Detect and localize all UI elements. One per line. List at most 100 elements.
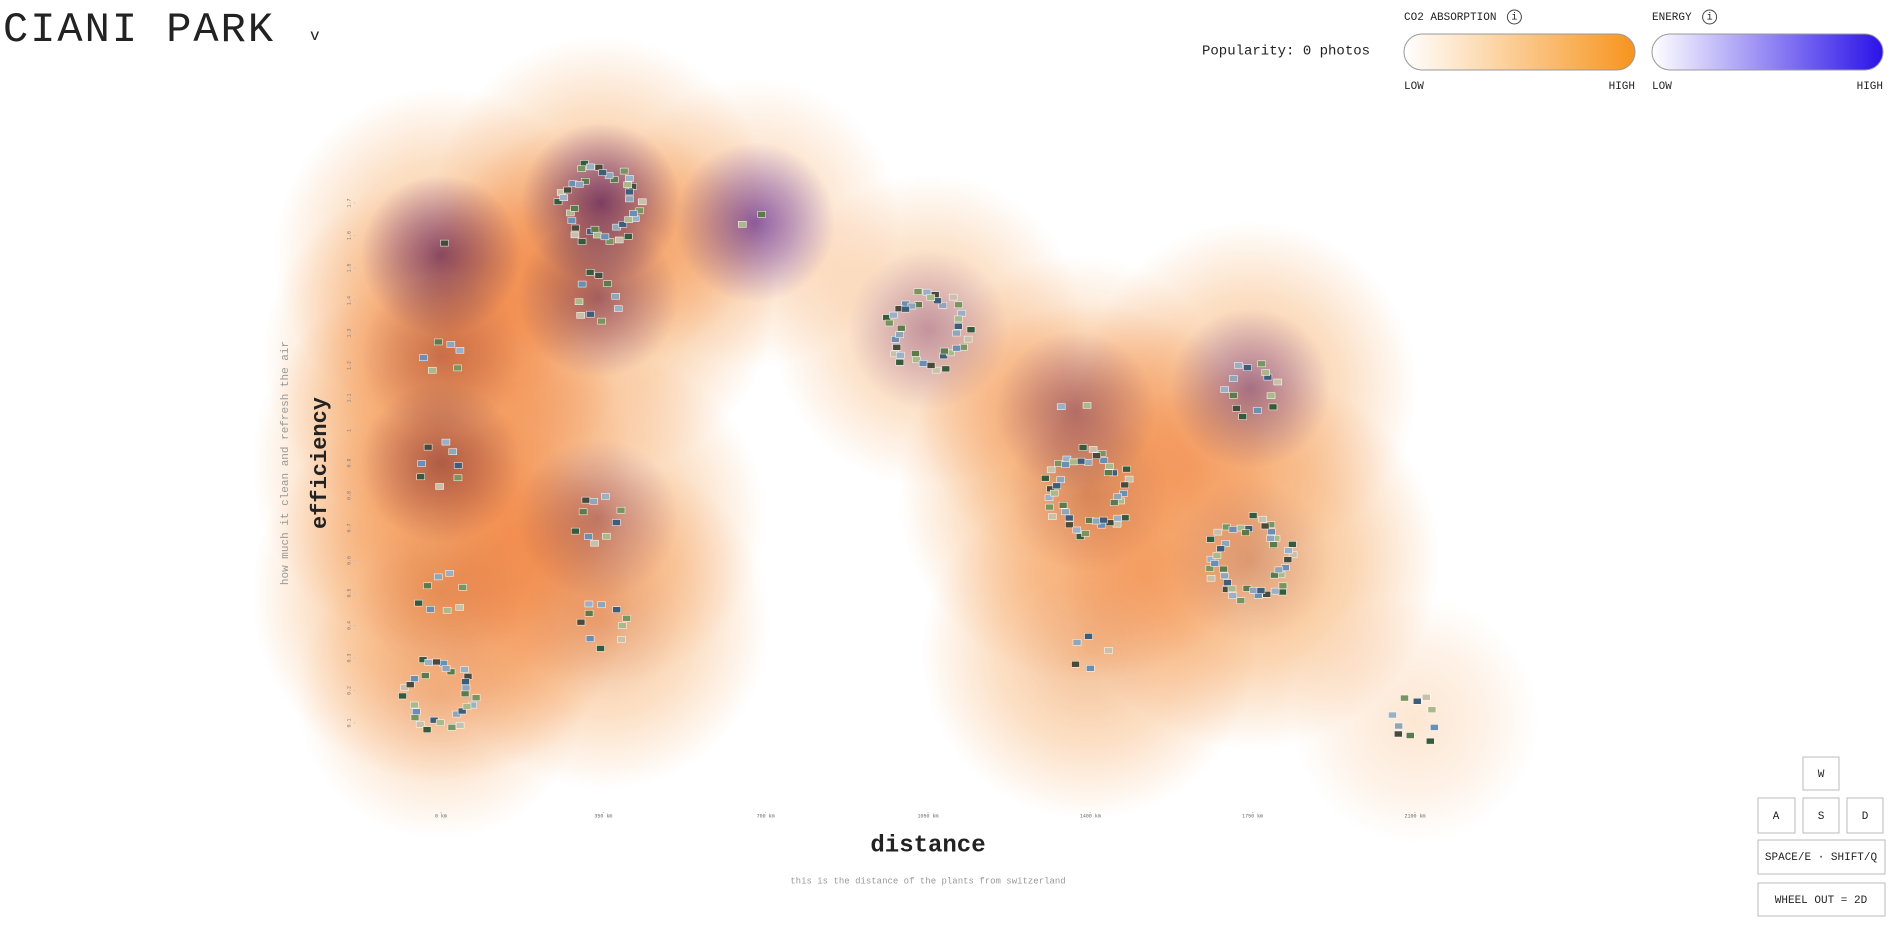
photo-thumb[interactable] xyxy=(1078,444,1088,451)
photo-thumb[interactable] xyxy=(1088,446,1098,453)
photo-thumb[interactable] xyxy=(471,694,481,701)
photo-thumb[interactable] xyxy=(1105,462,1114,470)
photo-thumb[interactable] xyxy=(1092,452,1101,459)
photo-thumb[interactable] xyxy=(435,483,444,490)
photo-thumb[interactable] xyxy=(1045,503,1054,511)
photo-thumb[interactable] xyxy=(448,448,458,455)
photo-thumb[interactable] xyxy=(410,714,420,721)
photo-thumb[interactable] xyxy=(1248,512,1258,519)
photo-thumb[interactable] xyxy=(1206,536,1215,543)
photo-thumb[interactable] xyxy=(585,635,595,642)
photo-thumb[interactable] xyxy=(1104,469,1113,476)
photo-thumb[interactable] xyxy=(422,726,432,733)
photo-thumb[interactable] xyxy=(1258,515,1267,523)
photo-thumb[interactable] xyxy=(1284,547,1293,554)
photo-thumb[interactable] xyxy=(593,231,602,239)
photo-thumb[interactable] xyxy=(594,272,604,279)
photo-thumb[interactable] xyxy=(457,707,467,715)
photo-thumb[interactable] xyxy=(570,231,580,239)
photo-thumb[interactable] xyxy=(1430,724,1439,731)
photo-thumb[interactable] xyxy=(577,238,587,245)
photo-thumb[interactable] xyxy=(895,358,905,366)
photo-thumb[interactable] xyxy=(405,681,415,688)
photo-thumb[interactable] xyxy=(1120,514,1130,522)
photo-thumb[interactable] xyxy=(414,599,423,607)
photo-thumb[interactable] xyxy=(1388,711,1397,719)
photo-thumb[interactable] xyxy=(1113,493,1122,500)
photo-thumb[interactable] xyxy=(571,527,580,535)
key-box[interactable] xyxy=(1757,882,1886,917)
photo-thumb[interactable] xyxy=(1099,516,1108,524)
photo-thumb[interactable] xyxy=(757,211,767,218)
photo-thumb[interactable] xyxy=(1068,458,1078,466)
photo-thumb[interactable] xyxy=(446,341,456,348)
key-box[interactable] xyxy=(1802,756,1840,791)
photo-thumb[interactable] xyxy=(1283,556,1293,563)
photo-thumb[interactable] xyxy=(589,498,599,505)
photo-thumb[interactable] xyxy=(1064,514,1074,522)
photo-thumb[interactable] xyxy=(434,573,443,581)
photo-thumb[interactable] xyxy=(1210,560,1220,567)
photo-thumb[interactable] xyxy=(618,622,627,629)
photo-thumb[interactable] xyxy=(614,236,624,244)
photo-thumb[interactable] xyxy=(412,708,421,715)
photo-thumb[interactable] xyxy=(1048,513,1057,520)
photo-thumb[interactable] xyxy=(931,366,941,374)
photo-thumb[interactable] xyxy=(1092,517,1101,525)
photo-thumb[interactable] xyxy=(1426,737,1435,745)
photo-thumb[interactable] xyxy=(1257,360,1266,368)
photo-thumb[interactable] xyxy=(957,309,967,317)
photo-thumb[interactable] xyxy=(1267,528,1276,536)
photo-thumb[interactable] xyxy=(624,216,633,223)
photo-thumb[interactable] xyxy=(1221,540,1230,547)
photo-thumb[interactable] xyxy=(455,604,464,611)
photo-thumb[interactable] xyxy=(575,180,584,188)
photo-thumb[interactable] xyxy=(619,167,629,175)
photo-thumb[interactable] xyxy=(1212,552,1222,559)
photo-thumb[interactable] xyxy=(1076,457,1086,465)
photo-thumb[interactable] xyxy=(420,672,430,679)
photo-thumb[interactable] xyxy=(612,606,621,613)
photo-thumb[interactable] xyxy=(912,356,921,364)
photo-thumb[interactable] xyxy=(1113,514,1122,522)
photo-thumb[interactable] xyxy=(426,606,435,613)
photo-thumb[interactable] xyxy=(1052,482,1062,490)
photo-thumb[interactable] xyxy=(600,233,610,241)
photo-thumb[interactable] xyxy=(563,186,572,194)
photo-thumb[interactable] xyxy=(618,220,628,228)
photo-thumb[interactable] xyxy=(1266,392,1276,399)
photo-thumb[interactable] xyxy=(1262,590,1271,598)
photo-thumb[interactable] xyxy=(442,607,452,614)
info-icon[interactable] xyxy=(1702,9,1718,25)
photo-thumb[interactable] xyxy=(1243,364,1252,371)
photo-thumb[interactable] xyxy=(926,362,936,369)
photo-thumb[interactable] xyxy=(1213,528,1223,536)
photo-thumb[interactable] xyxy=(460,666,469,673)
photo-thumb[interactable] xyxy=(1256,587,1266,594)
photo-thumb[interactable] xyxy=(1056,403,1066,410)
photo-thumb[interactable] xyxy=(553,198,563,206)
photo-thumb[interactable] xyxy=(1234,362,1243,369)
photo-thumb[interactable] xyxy=(603,280,612,287)
photo-thumb[interactable] xyxy=(581,496,591,504)
photo-thumb[interactable] xyxy=(433,338,443,346)
photo-thumb[interactable] xyxy=(1083,458,1093,466)
photo-thumb[interactable] xyxy=(424,659,433,666)
photo-thumb[interactable] xyxy=(1220,386,1229,393)
photo-thumb[interactable] xyxy=(911,350,920,357)
photo-thumb[interactable] xyxy=(441,665,451,672)
photo-thumb[interactable] xyxy=(1044,494,1054,501)
photo-thumb[interactable] xyxy=(940,347,949,355)
photo-thumb[interactable] xyxy=(1406,732,1415,739)
photo-thumb[interactable] xyxy=(1412,698,1422,705)
photo-thumb[interactable] xyxy=(1056,476,1066,483)
photo-thumb[interactable] xyxy=(598,169,607,176)
photo-thumb[interactable] xyxy=(446,668,456,676)
photo-thumb[interactable] xyxy=(417,460,426,467)
photo-thumb[interactable] xyxy=(460,690,470,697)
photo-thumb[interactable] xyxy=(1086,665,1095,672)
photo-thumb[interactable] xyxy=(952,344,961,352)
photo-thumb[interactable] xyxy=(1394,722,1403,730)
photo-thumb[interactable] xyxy=(1205,565,1215,572)
photo-thumb[interactable] xyxy=(892,344,902,351)
